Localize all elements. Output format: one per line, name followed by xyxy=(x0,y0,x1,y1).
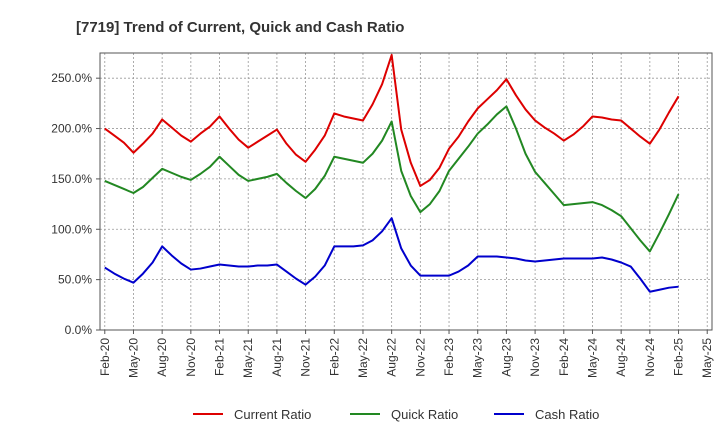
x-tick-label: Feb-23 xyxy=(442,338,456,376)
plot-area-frame xyxy=(99,52,713,331)
x-tick-label: Aug-22 xyxy=(385,338,399,377)
x-tick-label: Aug-24 xyxy=(614,338,628,377)
legend-label-quick-ratio: Quick Ratio xyxy=(391,407,458,422)
y-tick-label: 0.0% xyxy=(65,323,93,337)
x-tick-label: Aug-21 xyxy=(270,338,284,377)
x-tick-label: May-25 xyxy=(700,338,714,378)
legend-label-current-ratio: Current Ratio xyxy=(234,407,311,422)
series-line-current-ratio xyxy=(104,54,680,187)
x-tick-label: Feb-22 xyxy=(327,338,341,376)
x-tick-label: Feb-20 xyxy=(98,338,112,376)
y-tick-labels: 0.0% 50.0% 100.0% 150.0% 200.0% 250.0% xyxy=(51,71,92,337)
chart-title: [7719] Trend of Current, Quick and Cash … xyxy=(76,19,404,36)
x-tick-label: May-23 xyxy=(471,338,485,378)
x-tick-label: May-22 xyxy=(356,338,370,378)
x-tick-label: Feb-21 xyxy=(213,338,227,376)
x-tick-label: Feb-25 xyxy=(672,338,686,376)
x-tick-label: Nov-21 xyxy=(299,338,313,377)
x-tick-label: May-24 xyxy=(585,338,599,378)
y-tick-label: 100.0% xyxy=(51,222,92,236)
legend: Current Ratio Quick Ratio Cash Ratio xyxy=(193,407,599,422)
series-line-quick-ratio xyxy=(104,105,680,253)
x-tick-label: May-21 xyxy=(241,338,255,378)
y-tick-label: 150.0% xyxy=(51,172,92,186)
y-tick-label: 250.0% xyxy=(51,71,92,85)
series-lines xyxy=(104,54,680,293)
series-line-cash-ratio xyxy=(104,217,679,293)
legend-label-cash-ratio: Cash Ratio xyxy=(535,407,599,422)
x-tick-label: Nov-20 xyxy=(184,338,198,377)
x-tick-label: Nov-22 xyxy=(413,338,427,377)
x-tick-label: Feb-24 xyxy=(557,338,571,376)
axes xyxy=(99,52,713,331)
x-tick-label: Aug-20 xyxy=(155,338,169,377)
x-tick-label: May-20 xyxy=(126,338,140,378)
x-tick-label: Nov-24 xyxy=(643,338,657,377)
x-tick-label: Aug-23 xyxy=(499,338,513,377)
x-tick-labels: Feb-20 May-20 Aug-20 Nov-20 Feb-21 May-21 Aug-… xyxy=(98,338,714,378)
x-tick-label: Nov-23 xyxy=(528,338,542,377)
y-tick-label: 200.0% xyxy=(51,122,92,136)
gridlines xyxy=(96,53,712,334)
y-tick-label: 50.0% xyxy=(58,273,92,287)
